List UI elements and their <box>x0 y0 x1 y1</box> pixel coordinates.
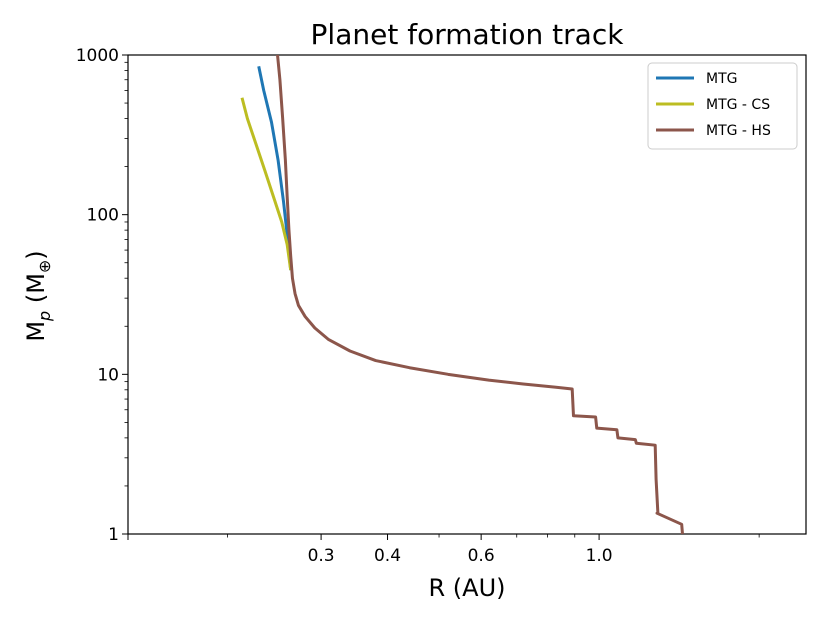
y-axis-label-unit-close: ) <box>22 250 50 259</box>
y-tick-label: 10 <box>97 365 119 385</box>
series-line-mtg-hs <box>276 55 684 534</box>
legend: MTG MTG - CS MTG - HS <box>647 62 798 150</box>
x-axis: 0.3 0.4 0.6 1.0 <box>127 534 760 566</box>
y-tick-label: 1000 <box>76 46 119 66</box>
x-tick-label: 0.6 <box>468 546 495 566</box>
legend-label: MTG <box>706 71 737 87</box>
legend-label: MTG - CS <box>706 97 770 113</box>
series-line-mtg <box>257 65 293 271</box>
legend-label: MTG - HS <box>706 123 771 139</box>
x-axis-label: R (AU) <box>428 574 505 602</box>
series-line-mtg-cs <box>240 97 293 271</box>
y-tick-label: 100 <box>87 206 119 226</box>
y-axis-label-main: M <box>22 321 50 342</box>
x-tick-label: 0.4 <box>374 546 401 566</box>
y-axis-label-unit-sub: ⊕ <box>35 260 54 273</box>
y-tick-label: 1 <box>108 525 119 545</box>
y-axis-label: Mp (M⊕) <box>22 250 54 341</box>
x-tick-label: 1.0 <box>586 546 613 566</box>
x-tick-label: 0.3 <box>308 546 335 566</box>
series-layer <box>240 55 684 534</box>
y-axis: 1 10 100 1000 <box>76 46 128 545</box>
legend-box <box>647 62 798 150</box>
chart-title: Planet formation track <box>311 18 625 51</box>
y-axis-label-sub: p <box>35 311 54 322</box>
y-axis-label-unit-open: (M <box>22 273 50 311</box>
plot-area <box>127 54 807 535</box>
